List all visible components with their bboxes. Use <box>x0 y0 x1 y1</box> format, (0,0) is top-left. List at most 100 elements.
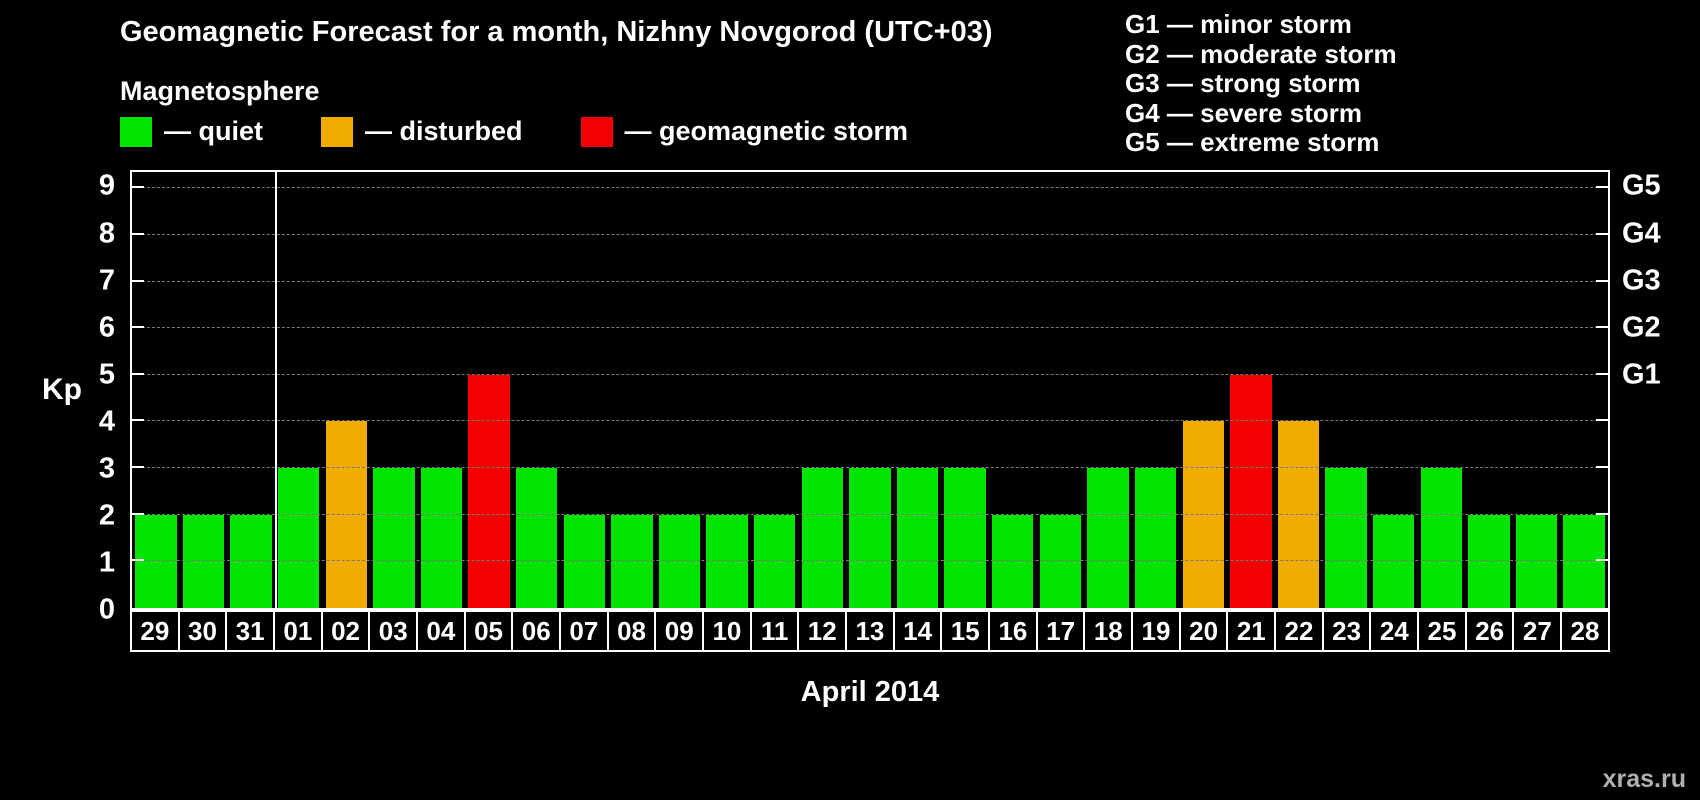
y-tick-label-3: 3 <box>98 452 115 485</box>
bars-container <box>132 172 1608 608</box>
kp-bar-day-16 <box>992 514 1034 608</box>
day-label-29: 29 <box>130 610 180 652</box>
kp-bar-day-07 <box>563 514 605 608</box>
y-tick-label-1: 1 <box>98 546 115 579</box>
kp-bar-day-12 <box>801 468 844 608</box>
g-scale-label-g1: G1 <box>1622 358 1661 391</box>
y-tick-label-2: 2 <box>98 499 115 532</box>
y-tick-label-4: 4 <box>98 405 115 438</box>
storm-color-swatch <box>580 116 613 147</box>
bar-column-23 <box>1322 172 1370 608</box>
gridline-kp-3 <box>132 467 1608 469</box>
gridline-kp-5 <box>132 373 1608 375</box>
bar-column-29 <box>132 172 180 608</box>
day-label-28: 28 <box>1560 610 1610 652</box>
tick-left-kp-1 <box>132 559 144 562</box>
gridline-kp-2 <box>132 513 1608 515</box>
legend-item-storm: — geomagnetic storm <box>580 116 909 147</box>
y-tick-label-9: 9 <box>98 169 115 202</box>
day-label-13: 13 <box>845 610 895 652</box>
month-boundary-line <box>274 172 277 608</box>
bar-column-12 <box>799 172 847 608</box>
legend-label-quiet: — quiet <box>164 116 263 146</box>
bar-column-28 <box>1560 172 1608 608</box>
kp-bar-day-28 <box>1563 514 1605 608</box>
bar-column-01 <box>275 172 323 608</box>
tick-right-kp-5 <box>1596 372 1608 375</box>
gridline-kp-7 <box>132 280 1608 282</box>
g-scale-label-g5: G5 <box>1622 169 1661 202</box>
day-label-19: 19 <box>1131 610 1181 652</box>
y-tick-label-0: 0 <box>98 593 115 626</box>
day-label-05: 05 <box>463 610 514 652</box>
kp-bar-day-19 <box>1134 468 1177 608</box>
day-label-21: 21 <box>1226 610 1277 652</box>
storm-scale-g1: G1 — minor storm <box>1125 9 1352 39</box>
tick-left-kp-3 <box>132 466 144 469</box>
y-tick-label-8: 8 <box>98 217 115 250</box>
watermark: xras.ru <box>1602 765 1686 793</box>
bar-column-18 <box>1084 172 1132 608</box>
bar-column-09 <box>656 172 704 608</box>
day-label-03: 03 <box>368 610 419 652</box>
tick-right-kp-9 <box>1596 186 1608 189</box>
bar-column-04 <box>418 172 466 608</box>
bar-column-10 <box>703 172 751 608</box>
kp-bar-day-27 <box>1515 514 1558 608</box>
kp-bar-day-09 <box>658 514 701 608</box>
kp-bar-day-17 <box>1039 514 1082 608</box>
tick-left-kp-4 <box>132 419 144 422</box>
y-tick-label-6: 6 <box>98 311 115 344</box>
kp-bar-day-08 <box>611 514 653 608</box>
legend-label-storm: — geomagnetic storm <box>624 116 909 146</box>
kp-bar-day-06 <box>515 468 558 608</box>
magnetosphere-label: Magnetosphere <box>120 76 320 106</box>
kp-bar-day-04 <box>420 468 463 608</box>
bar-column-11 <box>751 172 799 608</box>
gridline-kp-4 <box>132 420 1608 422</box>
storm-scale-legend: G1 — minor storm G2 — moderate storm G3 … <box>1125 9 1397 158</box>
day-label-10: 10 <box>702 610 752 652</box>
tick-left-kp-7 <box>132 279 144 282</box>
gridline-kp-9 <box>132 187 1608 189</box>
day-label-11: 11 <box>749 610 800 652</box>
bar-column-17 <box>1037 172 1085 608</box>
tick-right-kp-2 <box>1596 512 1608 515</box>
gridline-kp-6 <box>132 327 1608 329</box>
kp-bar-day-13 <box>849 468 891 608</box>
kp-bar-day-05 <box>468 374 510 608</box>
kp-color-legend: — quiet — disturbed — geomagnetic storm <box>120 116 908 147</box>
kp-bar-day-25 <box>1420 468 1462 608</box>
bar-column-15 <box>941 172 989 608</box>
bar-column-05 <box>465 172 513 608</box>
bar-column-07 <box>560 172 608 608</box>
g-scale-axis: G1 G2 G3 G4 G5 <box>1622 170 1697 610</box>
y-axis-title: Kp <box>42 373 82 406</box>
kp-bar-day-01 <box>277 468 320 608</box>
bar-column-02 <box>322 172 370 608</box>
bar-column-26 <box>1465 172 1513 608</box>
kp-bar-day-14 <box>896 468 939 608</box>
bar-column-20 <box>1179 172 1227 608</box>
day-label-26: 26 <box>1464 610 1515 652</box>
day-label-17: 17 <box>1035 610 1086 652</box>
disturbed-color-swatch <box>321 116 353 147</box>
day-label-30: 30 <box>177 610 228 652</box>
g-scale-label-g3: G3 <box>1622 264 1661 297</box>
kp-bar-day-18 <box>1087 468 1129 608</box>
kp-bar-day-30 <box>182 514 225 608</box>
bar-column-06 <box>513 172 561 608</box>
day-label-04: 04 <box>416 610 466 652</box>
day-label-23: 23 <box>1321 610 1372 652</box>
legend-item-quiet: — quiet <box>120 116 263 147</box>
day-label-20: 20 <box>1178 610 1229 652</box>
bar-column-31 <box>227 172 275 608</box>
storm-scale-g2: G2 — moderate storm <box>1125 38 1397 69</box>
bar-column-27 <box>1513 172 1561 608</box>
y-tick-label-7: 7 <box>98 264 115 297</box>
quiet-color-swatch <box>120 116 152 147</box>
y-axis-tick-labels: 0 1 2 3 4 5 6 7 8 9 <box>55 169 115 624</box>
day-label-24: 24 <box>1369 610 1420 652</box>
day-label-12: 12 <box>797 610 848 652</box>
